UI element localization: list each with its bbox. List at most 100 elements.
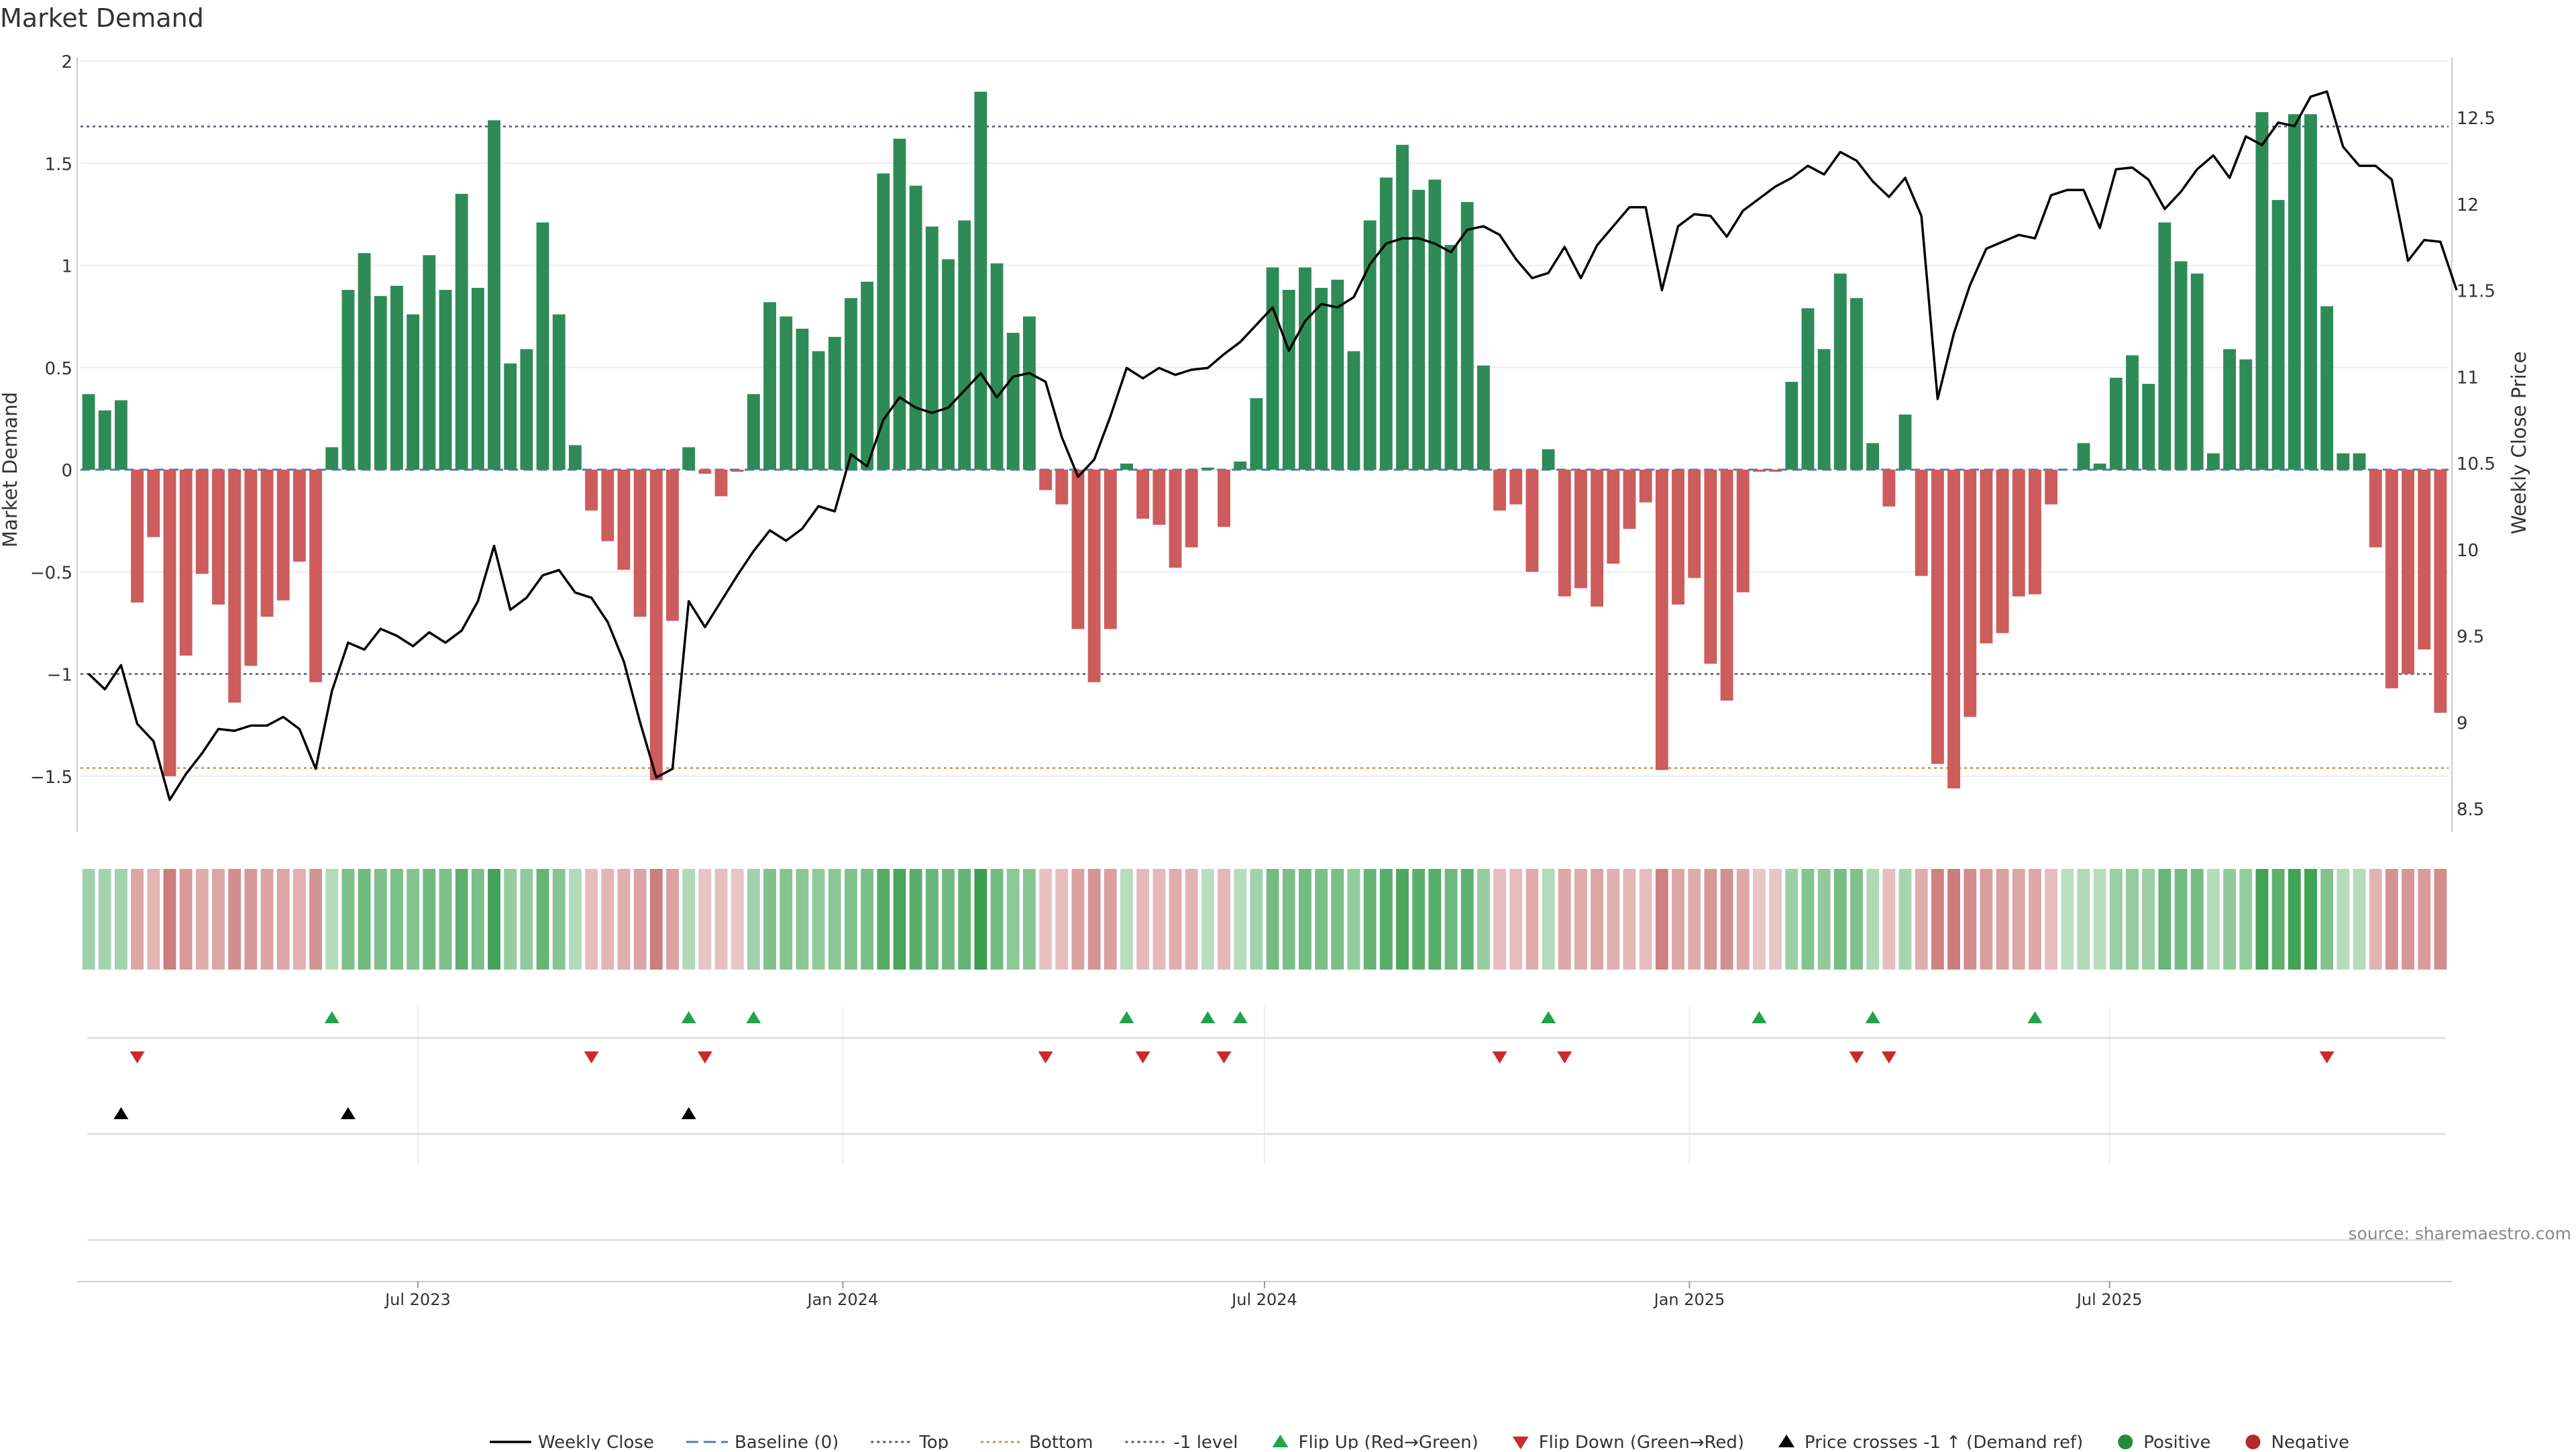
y-tick-right-label: 8.5 — [2457, 800, 2484, 820]
heat-cell — [2418, 869, 2430, 970]
heat-cell — [1412, 869, 1425, 970]
demand-bar — [1947, 470, 1960, 788]
heat-cell — [1526, 869, 1539, 970]
heat-cell — [1072, 869, 1085, 970]
legend-swatch — [1513, 1437, 1529, 1449]
demand-bar — [228, 470, 241, 703]
heat-cell — [1039, 869, 1052, 970]
heat-cell — [293, 869, 306, 970]
legend-label: Flip Down (Green→Red) — [1539, 1433, 1744, 1449]
demand-bar — [423, 255, 435, 470]
demand-bar — [1753, 470, 1766, 472]
flip-up-marker — [1541, 1011, 1556, 1023]
demand-bar — [472, 288, 484, 470]
demand-bar — [164, 470, 176, 776]
demand-bar — [1704, 470, 1717, 664]
y-tick-right-label: 11 — [2457, 368, 2479, 388]
heat-cell — [569, 869, 582, 970]
heat-cell — [1785, 869, 1798, 970]
flip-up-marker — [1233, 1011, 1248, 1023]
heat-cell — [715, 869, 728, 970]
price-cross-marker — [341, 1107, 356, 1119]
demand-bar — [1721, 470, 1733, 701]
heat-cell — [1882, 869, 1895, 970]
heat-cell — [1299, 869, 1311, 970]
demand-bar — [115, 400, 127, 470]
demand-bar — [1428, 180, 1441, 470]
demand-bar — [1785, 382, 1798, 470]
demand-bar — [2402, 470, 2414, 674]
demand-bar — [747, 394, 760, 470]
heat-cell — [845, 869, 857, 970]
demand-bar — [731, 470, 744, 472]
heat-cell — [1980, 869, 1992, 970]
heat-cell — [472, 869, 484, 970]
flip-down-marker — [1136, 1051, 1150, 1064]
heat-cell — [358, 869, 371, 970]
demand-bar — [1574, 470, 1587, 588]
heat-cell — [1834, 869, 1847, 970]
y-tick-left-label: 2 — [61, 52, 72, 72]
flip-down-marker — [1038, 1051, 1053, 1064]
heat-cell — [261, 869, 274, 970]
demand-bar — [1623, 470, 1636, 529]
demand-bar — [861, 282, 873, 470]
heat-cell — [1218, 869, 1230, 970]
demand-bar — [2094, 464, 2106, 470]
demand-bar — [520, 349, 533, 470]
demand-bar — [1866, 443, 1879, 470]
event-rows — [87, 1006, 2445, 1240]
x-tick-label: Jul 2025 — [2076, 1290, 2143, 1309]
heat-cell — [1428, 869, 1441, 970]
demand-bar — [212, 470, 225, 605]
demand-bar — [1039, 470, 1052, 490]
heat-cell — [1737, 869, 1750, 970]
price-cross-marker — [682, 1107, 696, 1119]
heat-cell — [2094, 869, 2106, 970]
heat-cell — [1185, 869, 1198, 970]
heat-cell — [2045, 869, 2057, 970]
heat-cell — [1509, 869, 1522, 970]
heat-cell — [698, 869, 711, 970]
demand-bar — [2239, 360, 2252, 470]
demand-bar — [504, 364, 517, 470]
price-cross-marker — [113, 1107, 128, 1119]
heat-cell — [1493, 869, 1506, 970]
heat-cell — [601, 869, 614, 970]
heat-cell — [1234, 869, 1246, 970]
demand-bar — [2045, 470, 2057, 505]
heat-cell — [877, 869, 890, 970]
demand-bar — [342, 290, 355, 470]
legend-item: Baseline (0) — [686, 1433, 839, 1449]
flip-up-marker — [2027, 1011, 2042, 1023]
heat-cell — [894, 869, 906, 970]
flip-down-marker — [1217, 1051, 1232, 1064]
heat-cell — [974, 869, 987, 970]
heat-cell — [2158, 869, 2171, 970]
demand-bar — [180, 470, 193, 656]
flip-down-marker — [698, 1051, 712, 1064]
demand-bar — [634, 470, 647, 617]
heat-cell — [1007, 869, 1020, 970]
demand-bar — [537, 223, 549, 470]
demand-bar — [2272, 200, 2285, 470]
demand-bar — [1380, 178, 1393, 470]
heat-cell — [1088, 869, 1101, 970]
y-tick-right-label: 12.5 — [2457, 109, 2496, 129]
heat-cell — [861, 869, 873, 970]
heat-cell — [99, 869, 111, 970]
demand-bar — [1542, 450, 1555, 470]
heat-cell — [910, 869, 922, 970]
heat-cell — [1640, 869, 1652, 970]
legend-item: Negative — [2246, 1433, 2350, 1449]
demand-bar — [2434, 470, 2447, 713]
x-tick-label: Jan 2024 — [806, 1290, 879, 1309]
demand-bar — [293, 470, 306, 562]
legend-swatch — [2246, 1435, 2261, 1449]
demand-bar — [390, 286, 403, 470]
heat-cell — [1866, 869, 1879, 970]
heat-cell — [1250, 869, 1263, 970]
demand-bar — [1980, 470, 1992, 643]
demand-bar — [780, 317, 792, 470]
heat-cell — [1818, 869, 1831, 970]
